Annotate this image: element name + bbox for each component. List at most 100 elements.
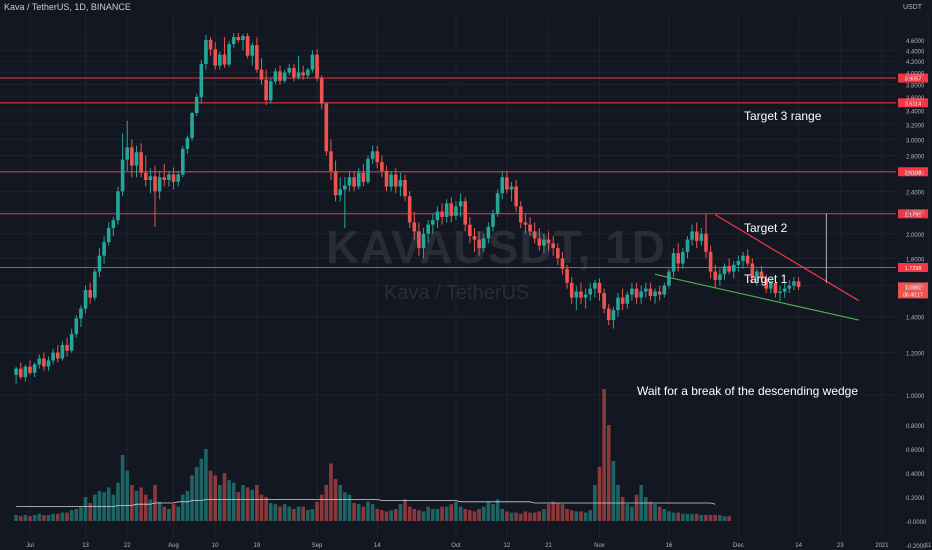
candle-body [273,71,278,82]
candle-body [18,368,23,378]
volume-bar [167,509,171,521]
candle-body [745,255,750,264]
candle-body [565,268,569,283]
candle-body [208,40,213,50]
volume-bar [106,487,111,521]
price-tick-label: 1.0000 [906,394,925,400]
wedge-lower-line [654,273,859,321]
volume-bar [111,494,116,521]
target-3-label[interactable]: Target 3 range [744,109,822,123]
candle-body [463,201,468,225]
volume-bar [713,515,718,521]
volume-bar [231,482,236,521]
candle-body [218,54,222,66]
symbol-header: Kava / TetherUS, 1D, BINANCE [4,2,131,12]
candle-body [185,137,190,149]
price-tick-label: 4.6000 [906,39,925,45]
candle-body [204,40,208,64]
volume-bar [23,515,28,521]
volume-bar [403,499,407,521]
candle-body [532,231,537,239]
volume-bar [727,516,731,521]
volume-bar [148,499,153,521]
price-axis[interactable]: 4.6000 4.4000 4.2000 4.0000 3.8000 3.6000 3.40… [906,39,927,550]
volume-bar [528,512,532,521]
price-tick-label: 3.6000 [906,96,925,102]
volume-bar [315,501,319,521]
volume-bar [292,509,296,521]
candle-body [537,238,542,246]
volume-bar [500,509,505,521]
volume-bar [477,509,481,521]
volume-bar [14,515,18,521]
candle-body [282,72,287,81]
volume-tick-label: -0.2000 [906,544,927,550]
volume-bar [218,485,222,521]
target-2-label[interactable]: Target 2 [744,221,788,235]
volume-bar [51,513,55,521]
wedge-note[interactable]: Wait for a break of the descending wedge [637,384,859,398]
last-price-tag [898,282,928,299]
volume-bar [435,509,440,521]
candle-body [255,45,259,70]
volume-bar [454,501,458,521]
time-axis[interactable]: Jul 13 22 Aug 10 19 Sep 14 Oct 12 21 Nov 16 Dec 14 23 20… [26,543,932,549]
volume-bar [190,475,194,521]
volume-bar [319,494,324,521]
candle-body [412,222,417,232]
candle-body [551,243,555,249]
price-tick-label: 4.2000 [906,60,925,66]
volume-bar [361,506,366,521]
candle-body [171,174,176,182]
volume-bar [431,509,435,521]
volume-bar [352,503,356,521]
candle-body [657,291,662,295]
volume-bar [481,506,486,521]
wedge-drawings[interactable] [654,213,860,321]
candle-body [569,282,574,298]
volume-bar [88,503,92,521]
target-1-label[interactable]: Target 1 [744,272,788,286]
candle-body [259,69,264,80]
candle-body [616,297,620,311]
volume-bar [449,504,454,521]
candle-body [102,242,106,256]
volume-bar [120,455,125,521]
candle-body [676,253,680,264]
watermark-name: Kava / TetherUS [384,282,530,304]
candle-body [620,297,625,304]
volume-bar [241,485,245,521]
candle-body [648,288,653,297]
volume-bar [324,485,329,521]
candle-body [343,185,347,190]
candle-body [384,170,389,187]
candle-body [449,203,454,216]
candle-body [574,291,579,298]
axis-unit: USDT [902,4,922,11]
volume-bar [194,467,199,521]
volume-bar [236,492,241,521]
candle-body [23,366,28,378]
candle-body [167,174,171,180]
candle-body [444,203,449,217]
level-price-tag [898,209,928,219]
time-tick-label: Nov [594,543,605,549]
candle-body [407,196,412,223]
volume-bar [681,513,685,521]
candle-body [398,179,403,187]
candle-body [245,35,250,56]
price-tick-label: 2.2000 [906,211,925,217]
volume-bar [97,491,102,521]
candle-body [426,224,430,234]
wedge-upper-line [714,214,860,302]
volume-bar [28,516,32,521]
volume-bar [185,491,190,521]
candle-body [361,172,366,182]
candle-body [227,44,231,65]
price-tick-label: 4.0000 [906,72,925,78]
volume-bar [296,506,301,521]
candle-body [440,211,444,217]
volume-bar [440,506,444,521]
price-tick-label: 3.2000 [906,123,925,129]
